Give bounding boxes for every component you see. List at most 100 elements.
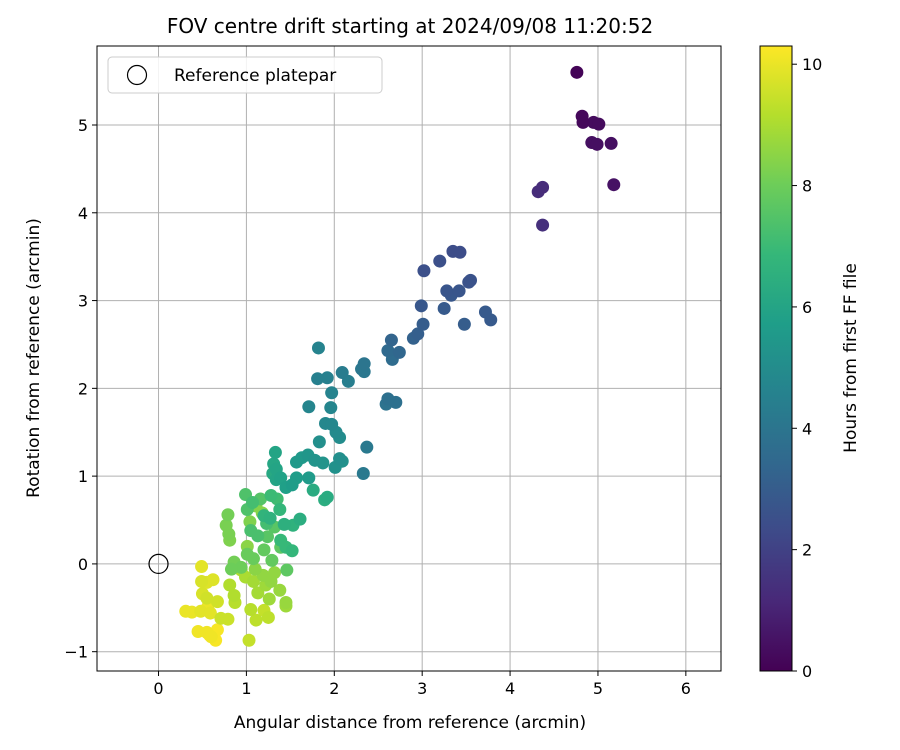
y-tick-label: 5 <box>78 116 88 135</box>
y-tick-label: 0 <box>78 555 88 574</box>
data-point <box>265 575 278 588</box>
colorbar-tick-label: 6 <box>802 298 812 317</box>
data-point <box>214 612 227 625</box>
legend-entry: Reference platepar <box>174 66 336 86</box>
colorbar-tick-label: 2 <box>802 541 812 560</box>
data-point <box>243 634 256 647</box>
data-point <box>607 178 620 191</box>
data-point <box>577 116 590 129</box>
data-point <box>312 341 325 354</box>
data-point <box>307 484 320 497</box>
data-point <box>302 471 315 484</box>
data-point <box>286 478 299 491</box>
x-tick-label: 5 <box>593 679 603 698</box>
data-point <box>290 456 303 469</box>
data-point <box>179 605 192 618</box>
data-point <box>381 392 394 405</box>
data-point <box>333 452 346 465</box>
colorbar-tick-label: 0 <box>802 662 812 681</box>
data-point <box>438 302 451 315</box>
data-point <box>265 554 278 567</box>
y-tick-label: 3 <box>78 292 88 311</box>
y-tick-label: 1 <box>78 467 88 486</box>
x-axis: 0123456 <box>153 671 691 698</box>
data-point <box>592 118 605 131</box>
data-point <box>324 401 337 414</box>
data-point <box>464 274 477 287</box>
colorbar-tick-label: 4 <box>802 419 812 438</box>
colorbar-label: Hours from first FF file <box>841 263 861 453</box>
data-point <box>195 575 208 588</box>
data-point <box>536 219 549 232</box>
legend: Reference platepar <box>108 57 382 93</box>
data-point <box>336 366 349 379</box>
data-point <box>605 137 618 150</box>
x-tick-label: 4 <box>505 679 515 698</box>
data-point <box>325 386 338 399</box>
data-point <box>280 564 293 577</box>
scatter-points <box>179 66 620 647</box>
data-point <box>278 518 291 531</box>
data-point <box>484 313 497 326</box>
data-point <box>358 357 371 370</box>
data-point <box>257 543 270 556</box>
data-point <box>453 246 466 259</box>
data-point <box>262 611 275 624</box>
y-axis-label: Rotation from reference (arcmin) <box>24 218 44 498</box>
data-point <box>263 593 276 606</box>
colorbar-tick-label: 10 <box>802 55 822 74</box>
data-point <box>294 513 307 526</box>
x-tick-label: 0 <box>153 679 163 698</box>
data-point <box>274 534 287 547</box>
grid <box>97 46 721 671</box>
data-point <box>360 441 373 454</box>
data-point <box>228 589 241 602</box>
colorbar-ticks: 0 2 4 6 8 10 <box>792 55 822 681</box>
data-point <box>244 603 257 616</box>
x-tick-label: 3 <box>417 679 427 698</box>
y-tick-label: 4 <box>78 204 88 223</box>
data-point <box>200 592 213 605</box>
data-point <box>308 454 321 467</box>
data-point <box>244 524 257 537</box>
data-point <box>325 418 338 431</box>
data-point <box>591 138 604 151</box>
x-tick-label: 2 <box>329 679 339 698</box>
colorbar-gradient <box>760 46 792 671</box>
data-point <box>417 318 430 331</box>
data-point <box>302 400 315 413</box>
data-point <box>357 467 370 480</box>
x-tick-label: 1 <box>241 679 251 698</box>
data-point <box>269 446 282 459</box>
y-tick-label: −1 <box>64 643 88 662</box>
data-point <box>241 548 254 561</box>
data-point <box>417 264 430 277</box>
data-point <box>221 508 234 521</box>
data-point <box>433 255 446 268</box>
data-point <box>273 503 286 516</box>
data-point <box>195 560 208 573</box>
data-point <box>311 372 324 385</box>
data-point <box>458 318 471 331</box>
data-point <box>265 489 278 502</box>
colorbar: 0 2 4 6 8 10 Hours from first FF file <box>760 46 861 681</box>
data-point <box>453 284 466 297</box>
data-point <box>385 334 398 347</box>
data-point <box>313 435 326 448</box>
data-point <box>321 491 334 504</box>
data-point <box>225 563 238 576</box>
colorbar-tick-label: 8 <box>802 177 812 196</box>
data-point <box>570 66 583 79</box>
data-point <box>279 596 292 609</box>
y-tick-label: 2 <box>78 379 88 398</box>
data-point <box>205 630 218 643</box>
y-axis: −1 0 1 2 3 4 5 <box>64 116 97 662</box>
data-point <box>536 181 549 194</box>
data-point <box>440 284 453 297</box>
chart-title: FOV centre drift starting at 2024/09/08 … <box>167 14 653 38</box>
data-point <box>207 573 220 586</box>
data-point <box>264 512 277 525</box>
chart-canvas: 0 1 2 3 4 5 6 −1 0 1 2 3 4 5 FOV centre drift starti… <box>0 0 900 750</box>
data-point <box>286 544 299 557</box>
data-point <box>415 299 428 312</box>
